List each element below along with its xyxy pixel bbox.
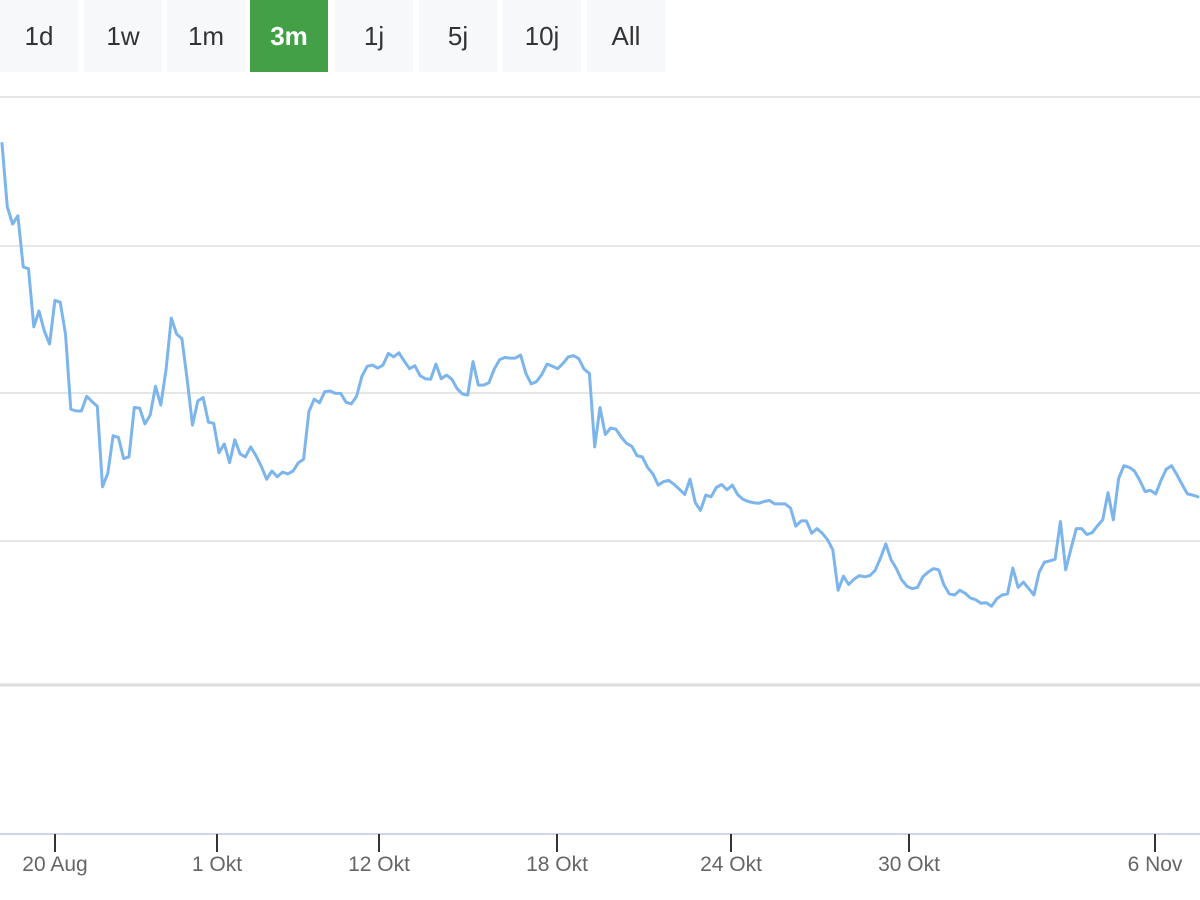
x-tick-label: 30 Okt xyxy=(878,853,940,876)
x-tick-label: 6 Nov xyxy=(1128,853,1183,876)
range-button-1m[interactable]: 1m xyxy=(167,0,245,72)
x-tick-label: 1 Okt xyxy=(192,853,242,876)
grid-lines xyxy=(0,96,1200,542)
range-button-1j[interactable]: 1j xyxy=(335,0,413,72)
range-button-1d[interactable]: 1d xyxy=(0,0,78,72)
range-button-1w[interactable]: 1w xyxy=(84,0,162,72)
x-axis-ticks: 20 Aug 1 Okt 12 Okt 18 Okt 24 Okt 30 Okt 6 Nov xyxy=(22,834,1183,876)
x-tick-label: 18 Okt xyxy=(526,853,588,876)
range-button-3m[interactable]: 3m xyxy=(250,0,328,72)
x-tick-label: 20 Aug xyxy=(22,853,87,876)
x-tick-label: 12 Okt xyxy=(348,853,410,876)
series-line xyxy=(0,142,1200,608)
range-button-10j[interactable]: 10j xyxy=(503,0,581,72)
range-button-all[interactable]: All xyxy=(587,0,665,72)
x-tick-label: 24 Okt xyxy=(700,853,762,876)
range-button-5j[interactable]: 5j xyxy=(419,0,497,72)
